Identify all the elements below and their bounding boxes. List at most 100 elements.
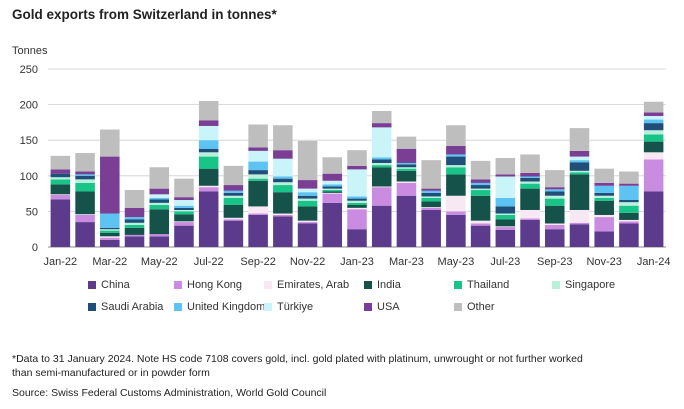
bar-segment [520, 183, 540, 189]
bar-segment [545, 191, 565, 196]
bar-segment [124, 224, 145, 228]
bar-segment [470, 160, 491, 180]
bar-segment [421, 201, 441, 208]
bars [50, 101, 664, 247]
bar-segment [50, 184, 71, 195]
bar-segment [371, 111, 392, 124]
bar-segment [223, 192, 244, 196]
bar-segment [643, 115, 664, 120]
legend-swatch [88, 281, 96, 289]
bar-stack [520, 154, 540, 247]
bar-segment [643, 159, 664, 192]
bar-segment [371, 205, 392, 247]
bar-segment [322, 188, 343, 191]
bar-stack [297, 140, 318, 247]
bar-segment [619, 223, 639, 247]
legend-label: USA [377, 301, 400, 313]
x-tick-label: Mar-22 [92, 256, 127, 268]
bar-segment [619, 219, 639, 222]
bar-segment [322, 173, 343, 181]
bar-segment [223, 197, 244, 205]
bar-segment [594, 168, 614, 183]
bar-segment [594, 200, 614, 215]
bar-segment [223, 190, 244, 193]
bar-segment [273, 216, 293, 247]
bar-segment [569, 150, 590, 157]
bar-segment [371, 165, 392, 168]
bar-segment [347, 150, 367, 166]
bar-segment [297, 222, 318, 224]
bar-stack [371, 111, 392, 247]
legend-swatch [364, 281, 372, 289]
bar-segment [396, 162, 417, 165]
bar-segment [569, 160, 590, 163]
legend-item: Other [454, 301, 495, 313]
bar-segment [371, 157, 392, 160]
legend-swatch [264, 303, 272, 311]
bar-stack [322, 157, 343, 247]
bar-segment [223, 220, 244, 247]
bar-segment [124, 227, 145, 235]
bar-segment [149, 194, 170, 198]
bar-segment [149, 197, 170, 200]
bar-segment [198, 140, 219, 149]
bar-segment [569, 162, 590, 171]
bar-segment [520, 154, 540, 173]
bar-segment [347, 169, 367, 197]
y-axis-unit-label: Tonnes [12, 45, 48, 57]
legend-label: United Kingdom [187, 301, 266, 313]
bar-segment [322, 184, 343, 187]
legend-label: Singapore [565, 279, 616, 291]
bar-segment [520, 209, 540, 219]
bar-segment [643, 134, 664, 142]
bar-segment [100, 229, 120, 231]
bar-segment [75, 182, 95, 192]
bar-segment [248, 170, 268, 175]
bar-stack [174, 178, 194, 247]
bar-segment [371, 167, 392, 187]
bar-segment [75, 174, 95, 176]
bar-segment [174, 197, 194, 201]
bar-segment [396, 148, 417, 163]
bar-segment [124, 234, 145, 237]
bar-segment [520, 188, 540, 210]
bar-segment [297, 220, 318, 223]
bar-segment [619, 200, 639, 203]
bar-segment [545, 205, 565, 224]
bar-segment [75, 179, 95, 183]
bar-segment [50, 194, 71, 196]
bar-segment [396, 168, 417, 171]
bar-segment [421, 188, 441, 191]
bar-segment [446, 195, 466, 212]
bar-segment [643, 152, 664, 160]
bar-stack [545, 170, 565, 247]
bar-segment [248, 161, 268, 171]
bar-segment [446, 165, 466, 168]
bar-segment [198, 156, 219, 169]
bar-segment [495, 214, 516, 220]
x-tick-label: Jan-22 [44, 256, 78, 268]
bar-segment [124, 207, 145, 218]
bar-segment [124, 217, 145, 220]
bar-segment [545, 187, 565, 190]
legend-swatch [454, 281, 462, 289]
y-axis-ticks: 0 50 100 150 200 250 [20, 64, 38, 254]
bar-stack [619, 171, 639, 247]
bar-segment [273, 150, 293, 159]
bar-segment [50, 195, 71, 200]
bar-segment [174, 222, 194, 226]
bar-segment [322, 193, 343, 203]
bar-segment [347, 165, 367, 170]
bar-segment [273, 158, 293, 177]
bar-segment [569, 224, 590, 247]
bar-segment [124, 222, 145, 225]
source-note: Source: Swiss Federal Customs Administra… [12, 387, 327, 399]
legend-item: China [88, 279, 130, 291]
bar-segment [495, 219, 516, 227]
bar-stack [446, 125, 466, 247]
bar-segment [470, 185, 491, 189]
bar-segment [396, 136, 417, 149]
bar-segment [223, 195, 244, 198]
bar-segment [347, 198, 367, 201]
bar-segment [371, 127, 392, 158]
